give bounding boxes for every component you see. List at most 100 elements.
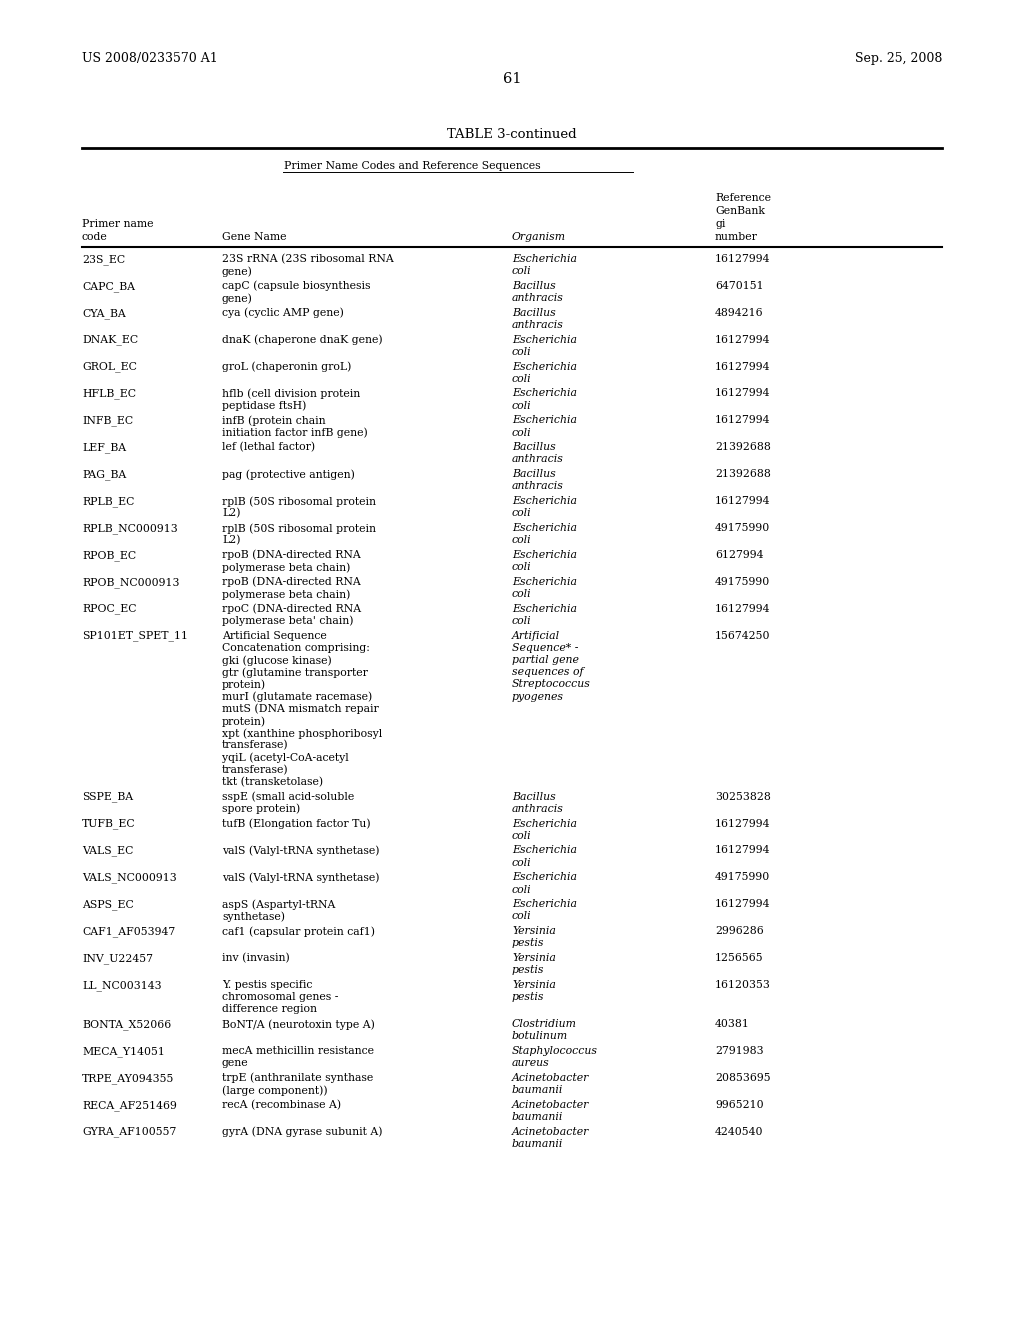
Text: murI (glutamate racemase): murI (glutamate racemase) <box>222 692 373 702</box>
Text: RPLB_EC: RPLB_EC <box>82 496 134 507</box>
Text: Primer name: Primer name <box>82 219 154 228</box>
Text: Streptococcus: Streptococcus <box>512 680 591 689</box>
Text: Concatenation comprising:: Concatenation comprising: <box>222 643 370 653</box>
Text: polymerase beta chain): polymerase beta chain) <box>222 562 350 573</box>
Text: 49175990: 49175990 <box>715 577 770 587</box>
Text: mecA methicillin resistance: mecA methicillin resistance <box>222 1045 374 1056</box>
Text: Escherichia: Escherichia <box>512 846 577 855</box>
Text: rplB (50S ribosomal protein: rplB (50S ribosomal protein <box>222 523 376 533</box>
Text: pag (protective antigen): pag (protective antigen) <box>222 469 355 479</box>
Text: sspE (small acid-soluble: sspE (small acid-soluble <box>222 792 354 803</box>
Text: Escherichia: Escherichia <box>512 362 577 372</box>
Text: coli: coli <box>512 374 531 384</box>
Text: aureus: aureus <box>512 1059 550 1068</box>
Text: polymerase beta' chain): polymerase beta' chain) <box>222 616 353 627</box>
Text: Bacillus: Bacillus <box>512 792 556 801</box>
Text: RPOB_EC: RPOB_EC <box>82 550 136 561</box>
Text: aspS (Aspartyl-tRNA: aspS (Aspartyl-tRNA <box>222 899 336 909</box>
Text: LEF_BA: LEF_BA <box>82 442 126 453</box>
Text: Bacillus: Bacillus <box>512 308 556 318</box>
Text: Bacillus: Bacillus <box>512 281 556 290</box>
Text: 4240540: 4240540 <box>715 1127 764 1137</box>
Text: LL_NC003143: LL_NC003143 <box>82 979 162 991</box>
Text: Y. pestis specific: Y. pestis specific <box>222 979 312 990</box>
Text: sequences of: sequences of <box>512 667 584 677</box>
Text: coli: coli <box>512 616 531 626</box>
Text: Artificial Sequence: Artificial Sequence <box>222 631 327 640</box>
Text: Escherichia: Escherichia <box>512 523 577 533</box>
Text: 16120353: 16120353 <box>715 979 771 990</box>
Text: coli: coli <box>512 267 531 276</box>
Text: 16127994: 16127994 <box>715 846 770 855</box>
Text: coli: coli <box>512 401 531 411</box>
Text: coli: coli <box>512 830 531 841</box>
Text: GenBank: GenBank <box>715 206 765 216</box>
Text: 2791983: 2791983 <box>715 1045 764 1056</box>
Text: anthracis: anthracis <box>512 482 564 491</box>
Text: 16127994: 16127994 <box>715 362 770 372</box>
Text: 16127994: 16127994 <box>715 416 770 425</box>
Text: TRPE_AY094355: TRPE_AY094355 <box>82 1073 174 1084</box>
Text: 23S_EC: 23S_EC <box>82 253 125 265</box>
Text: rpoB (DNA-directed RNA: rpoB (DNA-directed RNA <box>222 550 360 561</box>
Text: transferase): transferase) <box>222 764 289 775</box>
Text: Clostridium: Clostridium <box>512 1019 577 1030</box>
Text: gene): gene) <box>222 293 253 304</box>
Text: code: code <box>82 232 108 242</box>
Text: RECA_AF251469: RECA_AF251469 <box>82 1100 177 1110</box>
Text: Escherichia: Escherichia <box>512 416 577 425</box>
Text: pyogenes: pyogenes <box>512 692 564 702</box>
Text: coli: coli <box>512 884 531 895</box>
Text: trpE (anthranilate synthase: trpE (anthranilate synthase <box>222 1073 374 1084</box>
Text: pestis: pestis <box>512 939 545 948</box>
Text: gtr (glutamine transporter: gtr (glutamine transporter <box>222 667 368 677</box>
Text: Sep. 25, 2008: Sep. 25, 2008 <box>855 51 942 65</box>
Text: Staphylococcus: Staphylococcus <box>512 1045 598 1056</box>
Text: Yersinia: Yersinia <box>512 953 556 964</box>
Text: protein): protein) <box>222 715 266 726</box>
Text: mutS (DNA mismatch repair: mutS (DNA mismatch repair <box>222 704 379 714</box>
Text: INFB_EC: INFB_EC <box>82 416 133 426</box>
Text: gyrA (DNA gyrase subunit A): gyrA (DNA gyrase subunit A) <box>222 1127 383 1138</box>
Text: 16127994: 16127994 <box>715 335 770 345</box>
Text: xpt (xanthine phosphoribosyl: xpt (xanthine phosphoribosyl <box>222 729 382 739</box>
Text: protein): protein) <box>222 680 266 690</box>
Text: SP101ET_SPET_11: SP101ET_SPET_11 <box>82 631 188 642</box>
Text: yqiL (acetyl-CoA-acetyl: yqiL (acetyl-CoA-acetyl <box>222 752 349 763</box>
Text: INV_U22457: INV_U22457 <box>82 953 153 964</box>
Text: (large component)): (large component)) <box>222 1085 328 1096</box>
Text: anthracis: anthracis <box>512 804 564 814</box>
Text: Escherichia: Escherichia <box>512 899 577 909</box>
Text: 61: 61 <box>503 73 521 86</box>
Text: valS (Valyl-tRNA synthetase): valS (Valyl-tRNA synthetase) <box>222 873 380 883</box>
Text: anthracis: anthracis <box>512 319 564 330</box>
Text: Escherichia: Escherichia <box>512 253 577 264</box>
Text: RPLB_NC000913: RPLB_NC000913 <box>82 523 178 533</box>
Text: number: number <box>715 232 758 242</box>
Text: Escherichia: Escherichia <box>512 496 577 506</box>
Text: 9965210: 9965210 <box>715 1100 764 1110</box>
Text: Bacillus: Bacillus <box>512 442 556 453</box>
Text: gki (glucose kinase): gki (glucose kinase) <box>222 655 332 665</box>
Text: baumanii: baumanii <box>512 1111 563 1122</box>
Text: coli: coli <box>512 428 531 438</box>
Text: baumanii: baumanii <box>512 1139 563 1148</box>
Text: 49175990: 49175990 <box>715 873 770 882</box>
Text: hflb (cell division protein: hflb (cell division protein <box>222 388 360 399</box>
Text: 2996286: 2996286 <box>715 927 764 936</box>
Text: CYA_BA: CYA_BA <box>82 308 126 318</box>
Text: RPOB_NC000913: RPOB_NC000913 <box>82 577 179 587</box>
Text: 16127994: 16127994 <box>715 496 770 506</box>
Text: coli: coli <box>512 508 531 519</box>
Text: L2): L2) <box>222 508 241 519</box>
Text: gene): gene) <box>222 267 253 277</box>
Text: BONTA_X52066: BONTA_X52066 <box>82 1019 171 1030</box>
Text: ASPS_EC: ASPS_EC <box>82 899 134 909</box>
Text: dnaK (chaperone dnaK gene): dnaK (chaperone dnaK gene) <box>222 335 383 346</box>
Text: coli: coli <box>512 347 531 356</box>
Text: Yersinia: Yersinia <box>512 927 556 936</box>
Text: CAF1_AF053947: CAF1_AF053947 <box>82 927 175 937</box>
Text: tufB (Elongation factor Tu): tufB (Elongation factor Tu) <box>222 818 371 829</box>
Text: botulinum: botulinum <box>512 1031 568 1041</box>
Text: 16127994: 16127994 <box>715 603 770 614</box>
